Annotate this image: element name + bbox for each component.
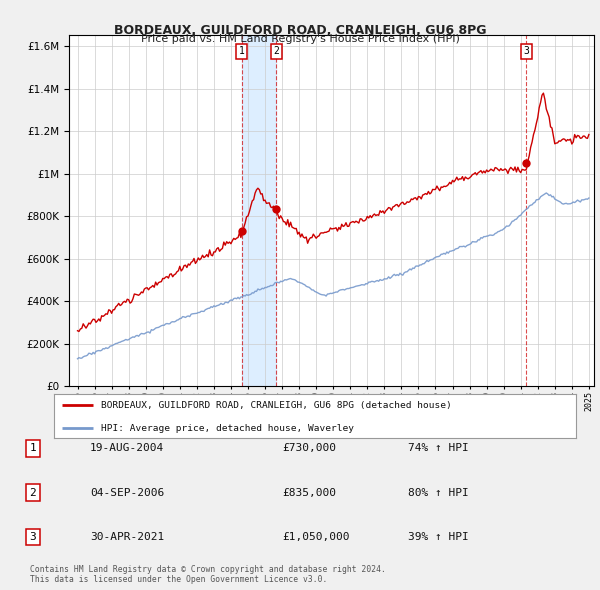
Text: 1: 1 — [239, 46, 245, 56]
Text: £730,000: £730,000 — [282, 444, 336, 453]
Text: 2: 2 — [29, 488, 37, 497]
Text: 04-SEP-2006: 04-SEP-2006 — [90, 488, 164, 497]
Text: 2: 2 — [274, 46, 280, 56]
Text: BORDEAUX, GUILDFORD ROAD, CRANLEIGH, GU6 8PG (detached house): BORDEAUX, GUILDFORD ROAD, CRANLEIGH, GU6… — [101, 401, 452, 410]
Text: 80% ↑ HPI: 80% ↑ HPI — [408, 488, 469, 497]
Text: 3: 3 — [523, 46, 529, 56]
Text: This data is licensed under the Open Government Licence v3.0.: This data is licensed under the Open Gov… — [30, 575, 328, 584]
Text: Contains HM Land Registry data © Crown copyright and database right 2024.: Contains HM Land Registry data © Crown c… — [30, 565, 386, 574]
Text: 3: 3 — [29, 532, 37, 542]
Text: £1,050,000: £1,050,000 — [282, 532, 349, 542]
Text: Price paid vs. HM Land Registry's House Price Index (HPI): Price paid vs. HM Land Registry's House … — [140, 34, 460, 44]
Bar — [242, 35, 277, 386]
Text: £835,000: £835,000 — [282, 488, 336, 497]
Text: 39% ↑ HPI: 39% ↑ HPI — [408, 532, 469, 542]
Text: 30-APR-2021: 30-APR-2021 — [90, 532, 164, 542]
Text: BORDEAUX, GUILDFORD ROAD, CRANLEIGH, GU6 8PG: BORDEAUX, GUILDFORD ROAD, CRANLEIGH, GU6… — [114, 24, 486, 37]
Text: 1: 1 — [29, 444, 37, 453]
Text: HPI: Average price, detached house, Waverley: HPI: Average price, detached house, Wave… — [101, 424, 354, 432]
Text: 19-AUG-2004: 19-AUG-2004 — [90, 444, 164, 453]
Text: 74% ↑ HPI: 74% ↑ HPI — [408, 444, 469, 453]
